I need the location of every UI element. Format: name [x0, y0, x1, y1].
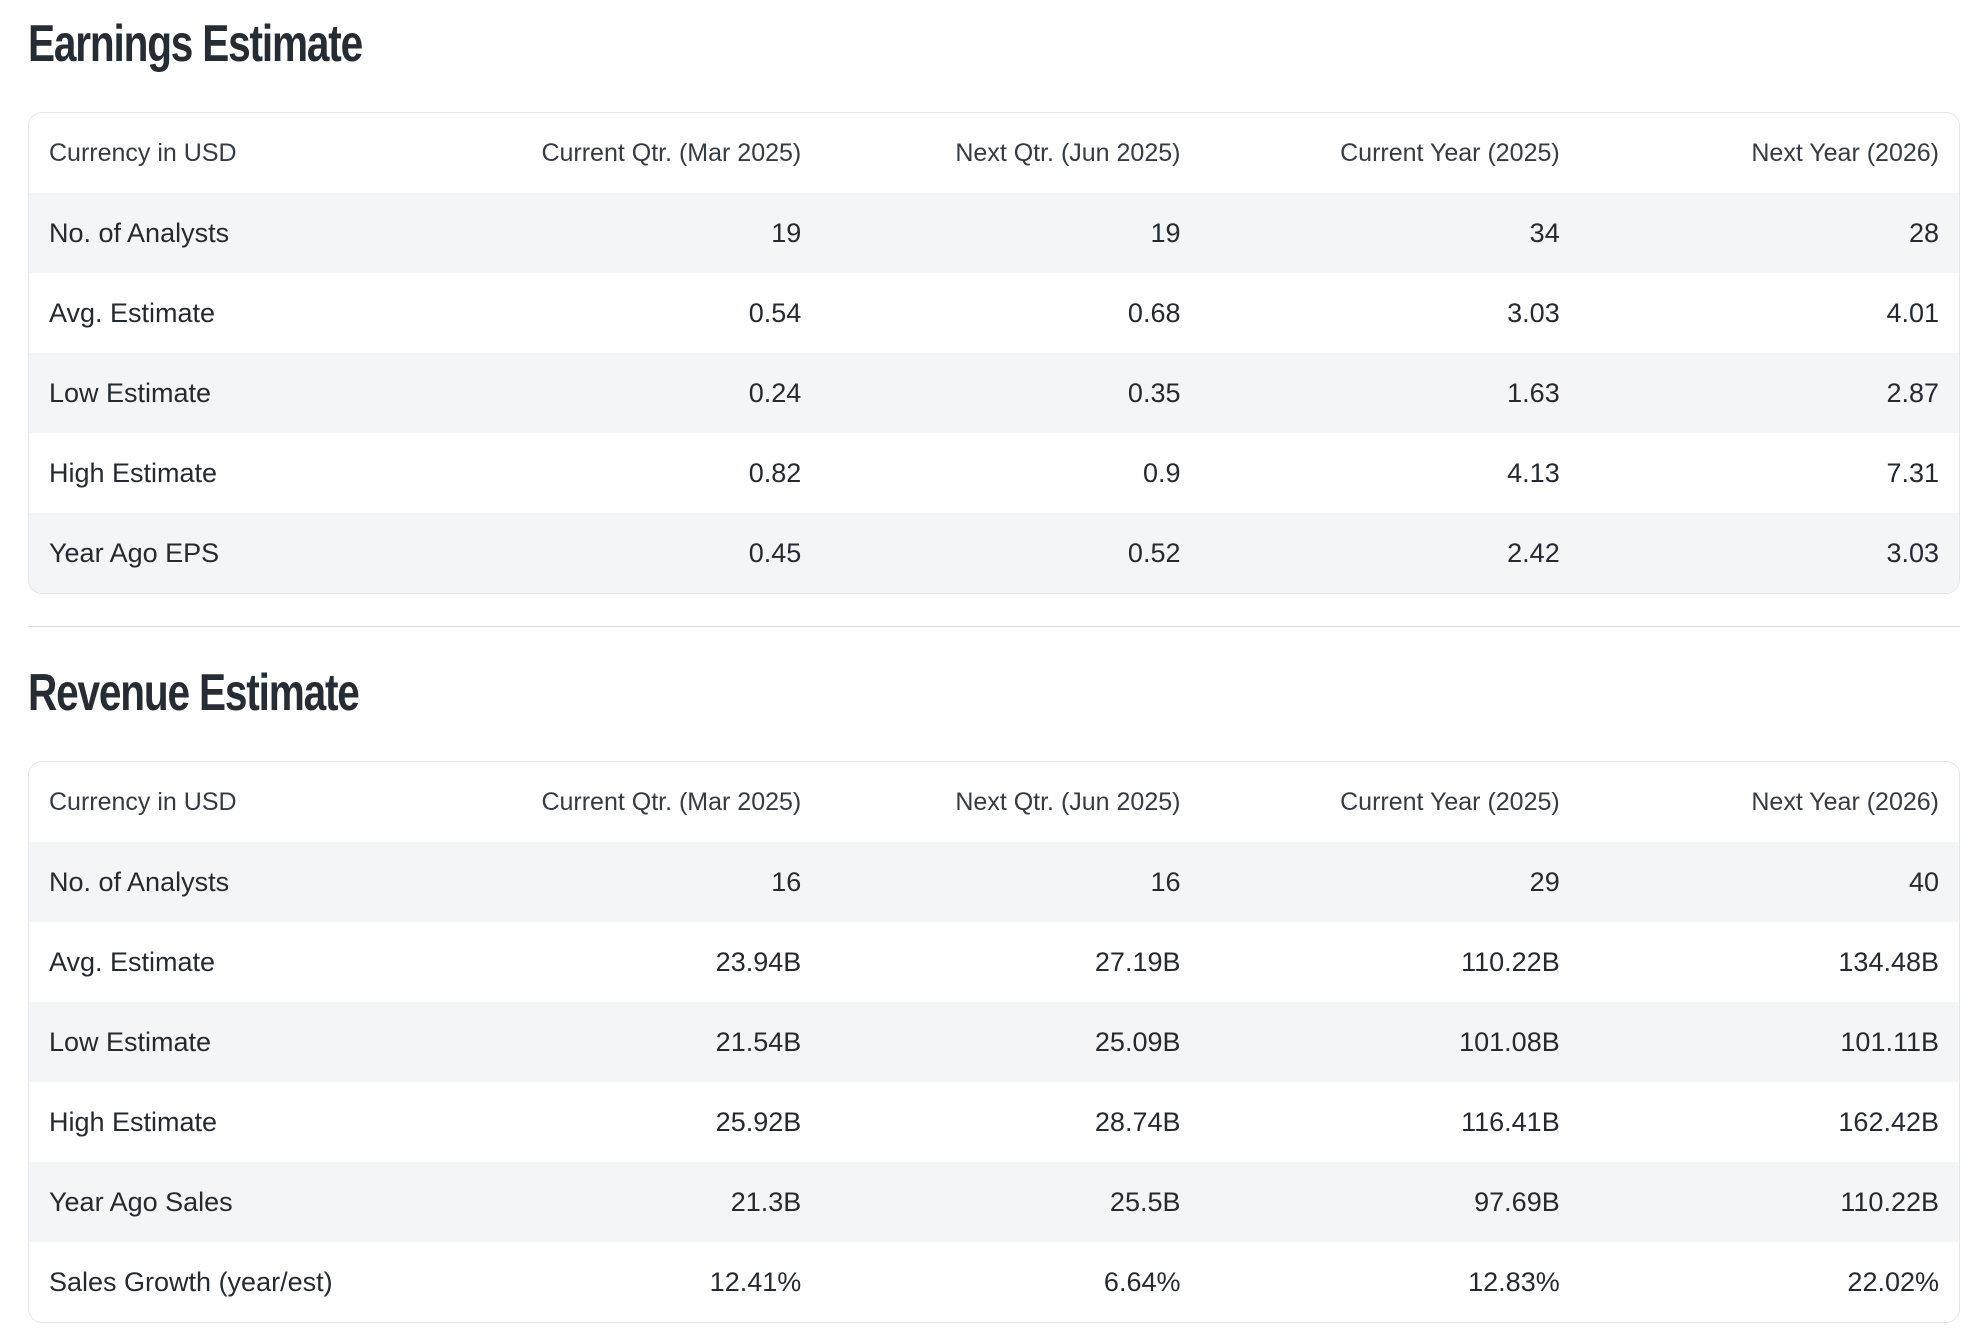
cell-value: 116.41B	[1461, 1106, 1560, 1137]
table-row: Low Estimate 0.24 0.35 1.63 2.87	[29, 353, 1959, 433]
table-row: No. of Analysts 19 19 34 28	[29, 193, 1959, 273]
cell-value: 6.64%	[1103, 1266, 1181, 1297]
cell-value: 23.94B	[715, 946, 802, 977]
cell-value: 4.13	[1507, 457, 1560, 488]
row-label: Year Ago EPS	[49, 537, 220, 568]
cell-value: 16	[1150, 866, 1181, 897]
column-header-currency: Currency in USD	[29, 762, 443, 842]
column-header-current-year: Current Year (2025)	[1200, 113, 1580, 193]
table-row: High Estimate 0.82 0.9 4.13 7.31	[29, 433, 1959, 513]
cell-value: 2.42	[1507, 537, 1560, 568]
cell-value: 4.01	[1886, 297, 1939, 328]
cell-value: 97.69B	[1474, 1186, 1560, 1217]
column-header-current-qtr: Current Qtr. (Mar 2025)	[442, 113, 822, 193]
row-label: Sales Growth (year/est)	[49, 1266, 333, 1297]
row-label: Low Estimate	[49, 377, 212, 408]
cell-value: 28	[1908, 217, 1939, 248]
table-row: Low Estimate 21.54B 25.09B 101.08B 101.1…	[29, 1002, 1959, 1082]
column-header-next-qtr: Next Qtr. (Jun 2025)	[821, 762, 1201, 842]
revenue-estimate-table: Currency in USD Current Qtr. (Mar 2025) …	[29, 762, 1959, 1322]
cell-value: 27.19B	[1094, 946, 1181, 977]
row-label: No. of Analysts	[49, 866, 230, 897]
cell-value: 101.08B	[1459, 1026, 1560, 1057]
earnings-estimate-table-card: Currency in USD Current Qtr. (Mar 2025) …	[28, 112, 1960, 594]
table-row: Sales Growth (year/est) 12.41% 6.64% 12.…	[29, 1242, 1959, 1322]
row-label: Low Estimate	[49, 1026, 212, 1057]
cell-value: 40	[1908, 866, 1939, 897]
cell-value: 0.45	[748, 537, 802, 568]
row-label: Year Ago Sales	[49, 1186, 233, 1217]
table-row: No. of Analysts 16 16 29 40	[29, 842, 1959, 922]
cell-value: 0.68	[1127, 297, 1181, 328]
cell-value: 25.92B	[715, 1106, 802, 1137]
column-header-current-year: Current Year (2025)	[1200, 762, 1580, 842]
cell-value: 0.24	[748, 377, 802, 408]
section-divider	[28, 626, 1960, 627]
cell-value: 34	[1529, 217, 1560, 248]
row-label: Avg. Estimate	[49, 297, 216, 328]
cell-value: 134.48B	[1838, 946, 1939, 977]
cell-value: 19	[1150, 217, 1181, 248]
column-header-next-qtr: Next Qtr. (Jun 2025)	[821, 113, 1201, 193]
cell-value: 21.3B	[730, 1186, 802, 1217]
revenue-estimate-section: Revenue Estimate Currency in USD Current…	[28, 627, 1960, 1323]
table-row: Year Ago Sales 21.3B 25.5B 97.69B 110.22…	[29, 1162, 1959, 1242]
cell-value: 7.31	[1886, 457, 1939, 488]
cell-value: 16	[771, 866, 802, 897]
cell-value: 1.63	[1507, 377, 1560, 408]
cell-value: 12.41%	[709, 1266, 802, 1297]
revenue-estimate-table-card: Currency in USD Current Qtr. (Mar 2025) …	[28, 761, 1960, 1323]
column-header-next-year: Next Year (2026)	[1579, 113, 1959, 193]
cell-value: 0.35	[1127, 377, 1181, 408]
cell-value: 29	[1529, 866, 1560, 897]
column-header-currency: Currency in USD	[29, 113, 443, 193]
cell-value: 25.5B	[1109, 1186, 1181, 1217]
cell-value: 0.54	[748, 297, 802, 328]
cell-value: 22.02%	[1847, 1266, 1939, 1297]
cell-value: 19	[771, 217, 802, 248]
row-label: High Estimate	[49, 457, 218, 488]
row-label: Avg. Estimate	[49, 946, 216, 977]
cell-value: 25.09B	[1094, 1026, 1181, 1057]
table-header-row: Currency in USD Current Qtr. (Mar 2025) …	[29, 762, 1959, 842]
earnings-estimate-title: Earnings Estimate	[28, 15, 363, 73]
table-header-row: Currency in USD Current Qtr. (Mar 2025) …	[29, 113, 1959, 193]
cell-value: 12.83%	[1468, 1266, 1560, 1297]
table-row: High Estimate 25.92B 28.74B 116.41B 162.…	[29, 1082, 1959, 1162]
cell-value: 110.22B	[1840, 1186, 1939, 1217]
column-header-current-qtr: Current Qtr. (Mar 2025)	[442, 762, 822, 842]
cell-value: 3.03	[1507, 297, 1560, 328]
row-label: No. of Analysts	[49, 217, 230, 248]
cell-value: 28.74B	[1094, 1106, 1181, 1137]
cell-value: 101.11B	[1840, 1026, 1939, 1057]
cell-value: 0.52	[1127, 537, 1181, 568]
cell-value: 21.54B	[715, 1026, 802, 1057]
earnings-estimate-section: Earnings Estimate Currency in USD Curren…	[28, 0, 1960, 594]
cell-value: 0.82	[748, 457, 802, 488]
table-row: Avg. Estimate 0.54 0.68 3.03 4.01	[29, 273, 1959, 353]
revenue-estimate-title: Revenue Estimate	[28, 664, 360, 722]
cell-value: 3.03	[1886, 537, 1939, 568]
row-label: High Estimate	[49, 1106, 218, 1137]
cell-value: 162.42B	[1838, 1106, 1939, 1137]
earnings-estimate-table: Currency in USD Current Qtr. (Mar 2025) …	[29, 113, 1959, 593]
table-row: Avg. Estimate 23.94B 27.19B 110.22B 134.…	[29, 922, 1959, 1002]
cell-value: 110.22B	[1461, 946, 1560, 977]
table-row: Year Ago EPS 0.45 0.52 2.42 3.03	[29, 513, 1959, 593]
cell-value: 2.87	[1886, 377, 1939, 408]
cell-value: 0.9	[1142, 457, 1181, 488]
column-header-next-year: Next Year (2026)	[1579, 762, 1959, 842]
